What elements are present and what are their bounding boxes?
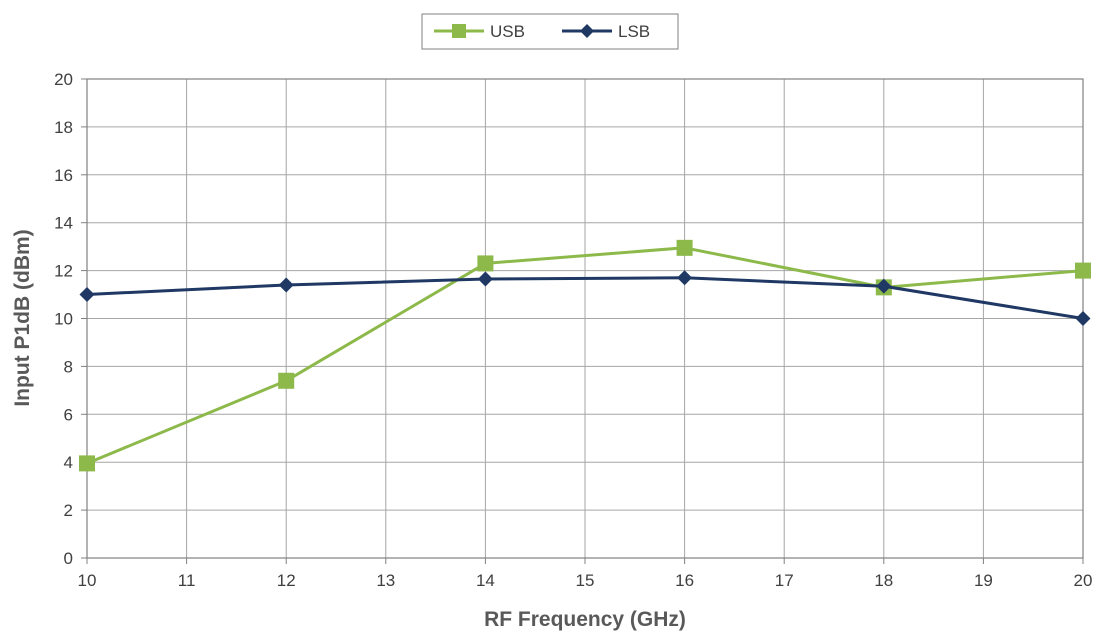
point-usb-5 [1075, 262, 1091, 279]
point-usb-2 [477, 255, 494, 272]
series-line-usb [86, 246, 1084, 465]
series-lsb [79, 270, 1091, 326]
legend-usb-label: USB [490, 22, 525, 41]
x-tick-label-5: 15 [576, 571, 595, 590]
legend-item-usb: USB [434, 22, 525, 41]
y-tick-label-8: 16 [54, 166, 73, 185]
y-tick-label-3: 6 [64, 405, 73, 424]
point-lsb-4 [876, 278, 892, 294]
legend-item-lsb: LSB [562, 22, 650, 41]
point-usb-0 [79, 455, 95, 472]
x-tick-label-1: 11 [178, 571, 196, 590]
point-lsb-5 [1075, 311, 1091, 326]
x-tick-label-2: 12 [277, 571, 296, 590]
x-tick-label-8: 18 [874, 571, 893, 590]
y-tick-label-7: 14 [54, 214, 73, 233]
y-tick-labels: 0 2 4 6 8 10 12 14 16 18 20 [54, 70, 87, 568]
point-usb-1 [278, 372, 295, 389]
y-tick-label-0: 0 [64, 549, 73, 568]
point-lsb-1 [278, 277, 294, 293]
legend-lsb-label: LSB [618, 22, 650, 41]
series-layer [79, 239, 1091, 472]
x-tick-label-9: 19 [974, 571, 993, 590]
x-tick-label-10: 20 [1074, 571, 1093, 590]
y-tick-label-9: 18 [54, 118, 73, 137]
y-tick-label-10: 20 [54, 70, 73, 89]
y-tick-label-5: 10 [54, 310, 73, 329]
legend-usb-marker [452, 24, 466, 38]
x-tick-label-7: 17 [775, 571, 794, 590]
x-tick-labels: 10 11 12 13 14 15 16 17 18 19 20 [78, 558, 1093, 590]
y-tick-label-2: 4 [64, 453, 73, 472]
point-lsb-0 [79, 287, 95, 303]
x-tick-label-3: 13 [376, 571, 395, 590]
point-usb-3 [676, 239, 693, 256]
legend-lsb-marker [580, 24, 594, 38]
series-line-lsb [86, 276, 1084, 320]
y-tick-label-1: 2 [64, 501, 73, 520]
x-tick-label-6: 16 [675, 571, 694, 590]
y-tick-label-6: 12 [54, 262, 73, 281]
legend: USB LSB [421, 13, 679, 50]
y-tick-label-4: 8 [64, 357, 73, 376]
x-tick-label-4: 14 [476, 571, 495, 590]
point-lsb-2 [477, 271, 493, 287]
x-tick-label-0: 10 [78, 571, 97, 590]
y-axis-title: Input P1dB (dBm) [11, 229, 34, 406]
point-lsb-3 [677, 270, 693, 286]
x-axis-title: RF Frequency (GHz) [484, 608, 686, 631]
